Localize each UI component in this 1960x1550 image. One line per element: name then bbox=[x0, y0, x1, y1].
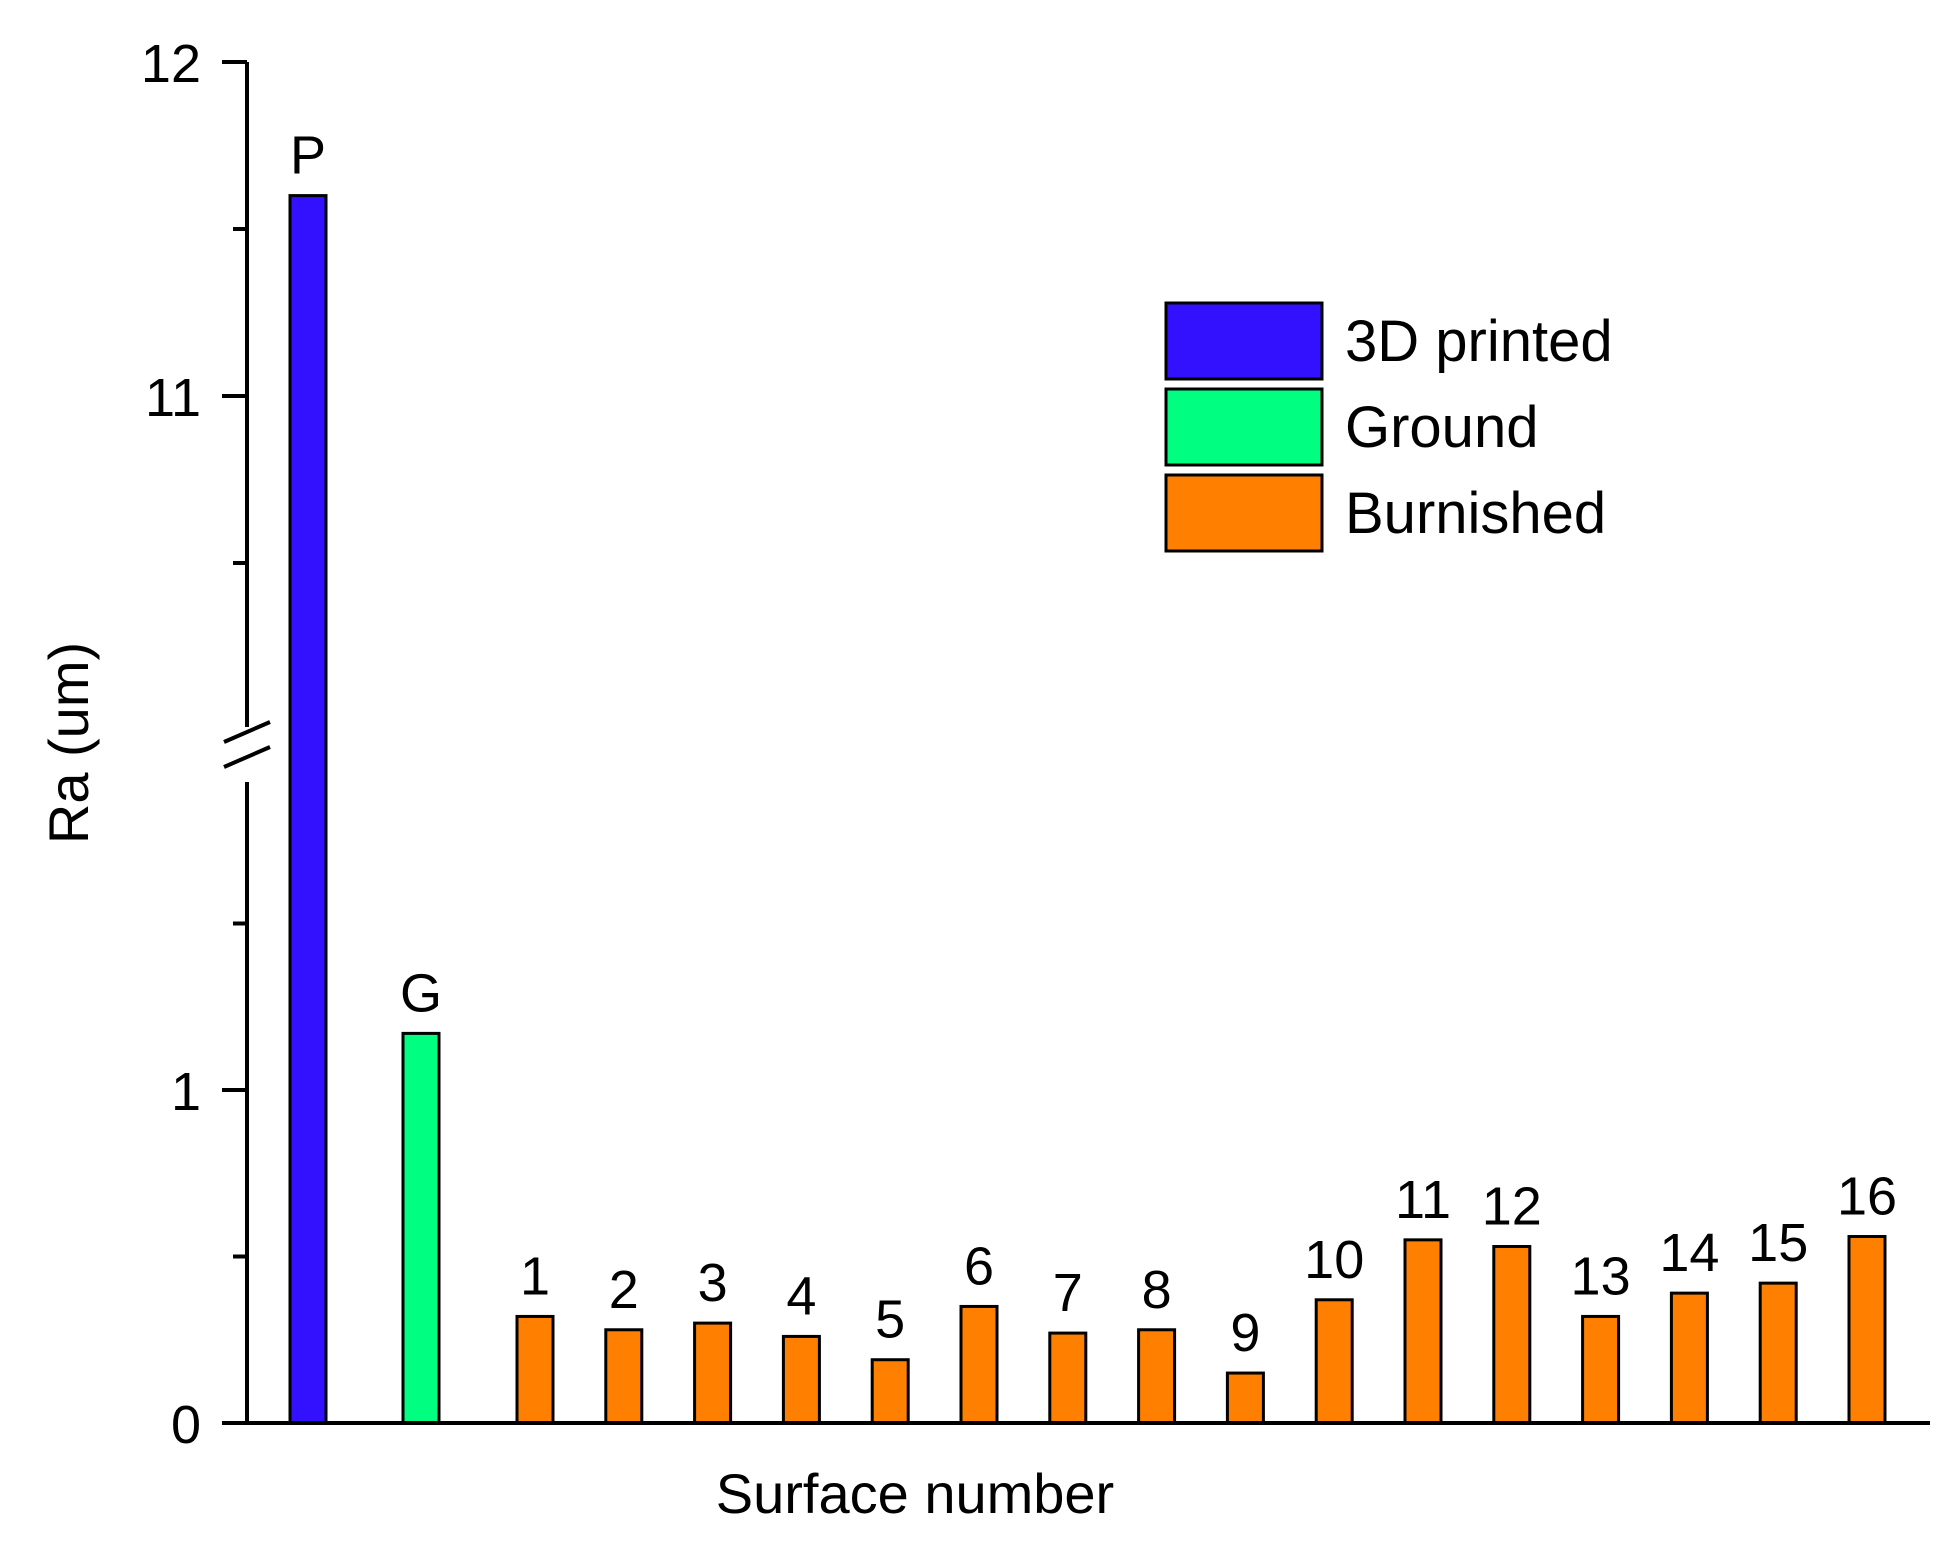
bar-3 bbox=[693, 1321, 733, 1425]
bar-label-4: 4 bbox=[786, 1266, 816, 1326]
legend-label-1: Ground bbox=[1345, 395, 1538, 460]
bar-label-8: 8 bbox=[1142, 1260, 1172, 1320]
legend-label-0: 3D printed bbox=[1345, 309, 1613, 374]
bar-label-1: 1 bbox=[520, 1246, 550, 1306]
bar-label-P: P bbox=[290, 126, 326, 186]
bar-11 bbox=[1403, 1238, 1443, 1425]
bar-label-7: 7 bbox=[1053, 1263, 1083, 1323]
bar-label-6: 6 bbox=[964, 1236, 994, 1296]
y-tick-label-1: 1 bbox=[171, 1062, 201, 1122]
bar-label-3: 3 bbox=[698, 1253, 728, 1313]
axes-layer bbox=[223, 62, 1930, 1425]
bar-2 bbox=[604, 1328, 644, 1425]
bar-P bbox=[288, 194, 328, 1425]
y-tick-label-0: 0 bbox=[171, 1395, 201, 1455]
bar-label-11: 11 bbox=[1395, 1170, 1451, 1230]
bar-label-13: 13 bbox=[1571, 1246, 1631, 1306]
y-tick-label-12: 12 bbox=[141, 34, 201, 94]
bar-5 bbox=[870, 1358, 910, 1425]
bar-10 bbox=[1314, 1298, 1354, 1425]
bar-14 bbox=[1669, 1291, 1709, 1425]
bar-label-10: 10 bbox=[1304, 1230, 1364, 1290]
bar-9 bbox=[1225, 1371, 1265, 1425]
legend-swatch-2 bbox=[1164, 473, 1324, 553]
x-axis-title: Surface number bbox=[716, 1462, 1114, 1525]
bar-8 bbox=[1137, 1328, 1177, 1425]
bar-label-15: 15 bbox=[1748, 1213, 1808, 1273]
bar-4 bbox=[781, 1334, 821, 1425]
bar-label-14: 14 bbox=[1659, 1223, 1719, 1283]
bar-15 bbox=[1758, 1281, 1798, 1425]
legend-swatch-1 bbox=[1164, 387, 1324, 467]
bars-layer bbox=[288, 194, 1887, 1425]
bar-7 bbox=[1048, 1331, 1088, 1425]
y-axis-title: Ra (um) bbox=[37, 642, 100, 844]
bar-13 bbox=[1581, 1314, 1621, 1425]
bar-label-9: 9 bbox=[1230, 1303, 1260, 1363]
legend-label-2: Burnished bbox=[1345, 481, 1606, 546]
bar-16 bbox=[1847, 1235, 1887, 1425]
y-tick-label-11: 11 bbox=[145, 368, 201, 428]
bar-label-16: 16 bbox=[1837, 1167, 1897, 1227]
bar-label-G: G bbox=[400, 963, 442, 1023]
bar-12 bbox=[1492, 1245, 1532, 1425]
bar-label-2: 2 bbox=[609, 1260, 639, 1320]
legend: 3D printed Ground Burnished bbox=[1164, 301, 1613, 553]
axis-break-marker bbox=[223, 720, 271, 769]
bar-G bbox=[401, 1031, 441, 1425]
bar-label-12: 12 bbox=[1482, 1177, 1542, 1237]
bar-1 bbox=[515, 1314, 555, 1425]
legend-swatch-0 bbox=[1164, 301, 1324, 381]
bar-6 bbox=[959, 1304, 999, 1425]
bar-label-5: 5 bbox=[875, 1290, 905, 1350]
